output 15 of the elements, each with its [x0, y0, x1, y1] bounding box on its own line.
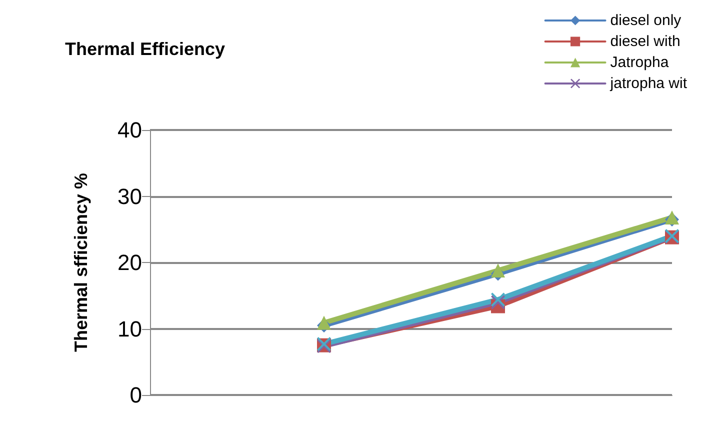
legend-label: Jatropha: [610, 54, 670, 71]
y-tick-label: 0: [130, 382, 142, 408]
y-tick-label: 10: [118, 316, 142, 342]
legend-label: diesel only: [610, 12, 682, 29]
point: [491, 263, 505, 278]
legend-label: diesel with: [610, 33, 680, 50]
point: [491, 292, 505, 307]
point: [491, 295, 505, 310]
y-tick-label: 40: [118, 118, 142, 142]
y-tick-label: 20: [118, 250, 142, 275]
y-axis-title: Thermal sfficiency %: [71, 172, 91, 352]
y-tick-label: 30: [118, 184, 142, 209]
chart-title: Thermal Efficiency: [65, 39, 226, 59]
point: [317, 316, 331, 330]
legend-label: jatropha wit: [609, 75, 688, 92]
